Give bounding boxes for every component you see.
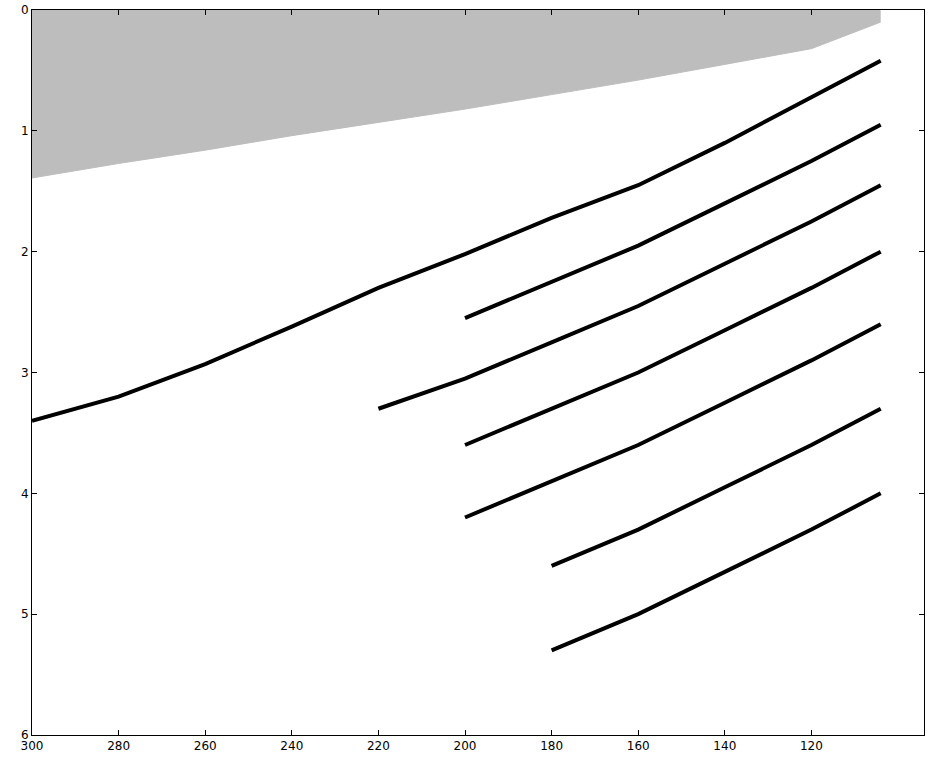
svg-text:200: 200 [454,739,477,753]
svg-text:220: 220 [367,739,390,753]
svg-text:280: 280 [107,739,130,753]
svg-text:140: 140 [713,739,736,753]
svg-text:120: 120 [800,739,823,753]
svg-text:2: 2 [21,245,29,259]
svg-text:6: 6 [21,728,29,742]
svg-text:260: 260 [194,739,217,753]
svg-text:5: 5 [21,607,29,621]
svg-text:1: 1 [21,124,29,138]
svg-text:300: 300 [21,739,44,753]
svg-text:160: 160 [627,739,650,753]
svg-text:4: 4 [21,487,29,501]
svg-text:3: 3 [21,366,29,380]
svg-text:0: 0 [21,3,29,17]
svg-text:240: 240 [280,739,303,753]
svg-text:180: 180 [540,739,563,753]
